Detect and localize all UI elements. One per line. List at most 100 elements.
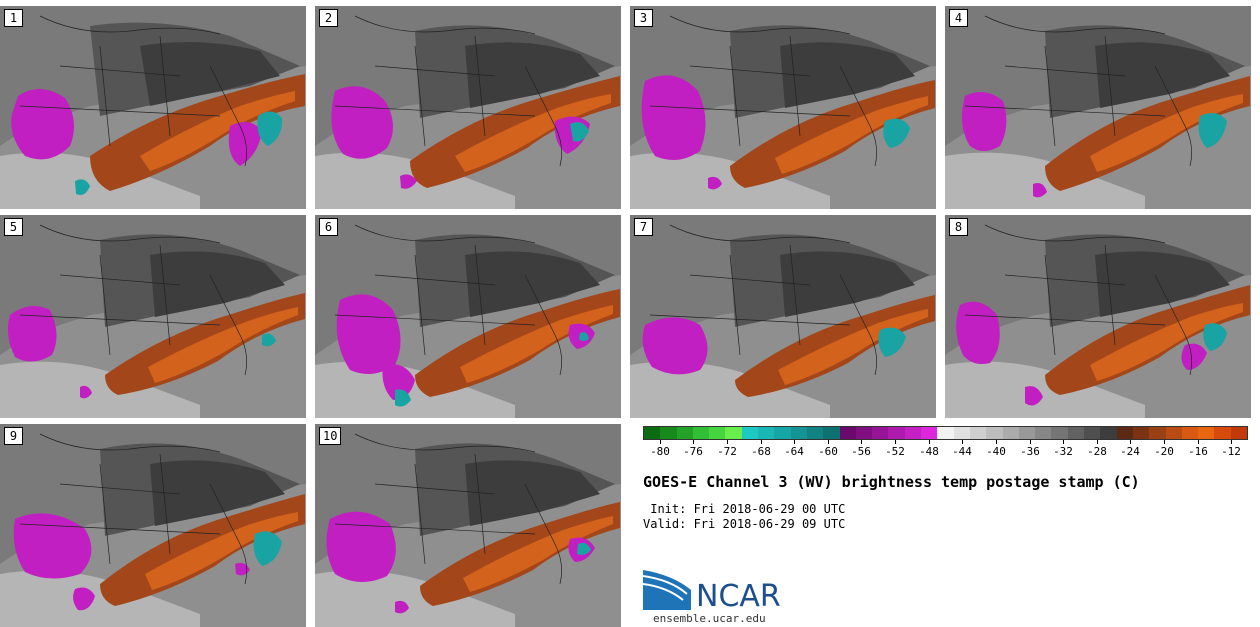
- colorbar-swatch: [855, 427, 873, 439]
- colorbar-swatch: [1181, 427, 1199, 439]
- colorbar-swatch: [953, 427, 970, 439]
- stamp-panel-4: 4: [945, 6, 1251, 209]
- colorbar-swatch: [1100, 427, 1117, 439]
- panel-number: 1: [4, 9, 23, 27]
- colorbar-tick-label: -32: [1053, 445, 1073, 458]
- colorbar-tick: [761, 440, 762, 444]
- colorbar-tick-label: -44: [952, 445, 972, 458]
- colorbar-swatch: [1165, 427, 1182, 439]
- colorbar-swatch: [888, 427, 905, 439]
- colorbar-tick: [1164, 440, 1165, 444]
- ncar-logo-icon: [643, 570, 691, 610]
- stamp-panel-2: 2: [315, 6, 621, 209]
- water-vapor-map-10: [315, 424, 621, 627]
- colorbar-swatch: [660, 427, 677, 439]
- colorbar-tick: [727, 440, 728, 444]
- colorbar-tick-label: -80: [650, 445, 670, 458]
- colorbar-tick-label: -24: [1120, 445, 1140, 458]
- colorbar-swatch: [790, 427, 807, 439]
- colorbar-swatch: [1067, 427, 1085, 439]
- colorbar-tick: [895, 440, 896, 444]
- colorbar-tick: [660, 440, 661, 444]
- colorbar-swatch: [969, 427, 987, 439]
- colorbar-tick: [1198, 440, 1199, 444]
- colorbar: [643, 426, 1248, 440]
- panel-number: 6: [319, 218, 338, 236]
- water-vapor-map-4: [945, 6, 1251, 209]
- colorbar-swatch: [1018, 427, 1036, 439]
- colorbar-tick-label: -48: [919, 445, 939, 458]
- colorbar-swatch: [709, 427, 726, 439]
- panel-number: 7: [634, 218, 653, 236]
- panel-number: 2: [319, 9, 338, 27]
- colorbar-tick: [1231, 440, 1232, 444]
- colorbar-tick-label: -76: [683, 445, 703, 458]
- colorbar-tick-label: -72: [717, 445, 737, 458]
- colorbar-tick: [996, 440, 997, 444]
- stamp-panel-9: 9: [0, 424, 306, 627]
- stamp-panel-3: 3: [630, 6, 936, 209]
- colorbar-swatch: [1198, 427, 1215, 439]
- colorbar-tick: [794, 440, 795, 444]
- valid-time: Valid: Fri 2018-06-29 09 UTC: [643, 517, 846, 531]
- colorbar-swatch: [1132, 427, 1150, 439]
- colorbar-tick: [1063, 440, 1064, 444]
- stamp-panel-5: 5: [0, 215, 306, 418]
- panel-number: 4: [949, 9, 968, 27]
- colorbar-tick: [693, 440, 694, 444]
- colorbar-tick-label: -12: [1221, 445, 1241, 458]
- water-vapor-map-1: [0, 6, 306, 209]
- colorbar-swatch: [692, 427, 710, 439]
- ncar-logo-text: NCAR: [696, 579, 781, 614]
- colorbar-swatch: [872, 427, 889, 439]
- colorbar-tick-label: -16: [1188, 445, 1208, 458]
- water-vapor-map-2: [315, 6, 621, 209]
- colorbar-tick-label: -28: [1087, 445, 1107, 458]
- colorbar-swatch: [904, 427, 922, 439]
- colorbar-tick-label: -36: [1020, 445, 1040, 458]
- colorbar-swatch: [758, 427, 775, 439]
- water-vapor-map-9: [0, 424, 306, 627]
- water-vapor-map-6: [315, 215, 621, 418]
- water-vapor-map-7: [630, 215, 936, 418]
- colorbar-swatch: [1230, 427, 1247, 439]
- colorbar-tick-label: -60: [818, 445, 838, 458]
- colorbar-tick-label: -64: [784, 445, 804, 458]
- stamp-panel-6: 6: [315, 215, 621, 418]
- colorbar-swatch: [725, 427, 742, 439]
- stamp-panel-10: 10: [315, 424, 621, 627]
- colorbar-swatch: [1116, 427, 1133, 439]
- colorbar-swatch: [774, 427, 791, 439]
- colorbar-swatch: [1214, 427, 1231, 439]
- colorbar-tick-label: -56: [851, 445, 871, 458]
- panel-number: 5: [4, 218, 23, 236]
- colorbar-swatch: [644, 427, 661, 439]
- colorbar-swatch: [1149, 427, 1166, 439]
- water-vapor-map-5: [0, 215, 306, 418]
- water-vapor-map-8: [945, 215, 1251, 418]
- colorbar-swatch: [1035, 427, 1052, 439]
- figure-title: GOES-E Channel 3 (WV) brightness temp po…: [643, 473, 1140, 491]
- colorbar-swatch: [921, 427, 938, 439]
- colorbar-swatch: [1084, 427, 1101, 439]
- colorbar-swatch: [986, 427, 1003, 439]
- colorbar-tick-label: -68: [751, 445, 771, 458]
- colorbar-tick-label: -40: [986, 445, 1006, 458]
- init-time: Init: Fri 2018-06-29 00 UTC: [643, 502, 846, 516]
- colorbar-tick: [828, 440, 829, 444]
- colorbar-swatch: [839, 427, 856, 439]
- colorbar-tick: [861, 440, 862, 444]
- colorbar-swatch: [676, 427, 693, 439]
- colorbar-swatch: [1002, 427, 1019, 439]
- colorbar-tick: [1130, 440, 1131, 444]
- colorbar-tick: [1030, 440, 1031, 444]
- colorbar-tick-label: -52: [885, 445, 905, 458]
- colorbar-tick: [1097, 440, 1098, 444]
- water-vapor-map-3: [630, 6, 936, 209]
- site-url: ensemble.ucar.edu: [653, 612, 766, 625]
- panel-number: 3: [634, 9, 653, 27]
- stamp-panel-7: 7: [630, 215, 936, 418]
- panel-number: 10: [319, 427, 342, 445]
- panel-number: 8: [949, 218, 968, 236]
- panel-number: 9: [4, 427, 23, 445]
